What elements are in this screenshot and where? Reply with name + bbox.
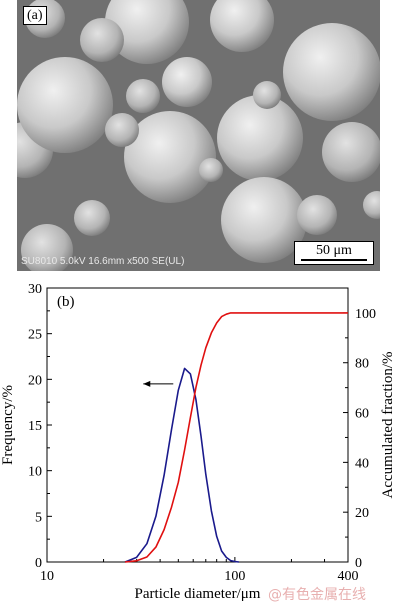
panel-a-label: (a) (23, 6, 47, 25)
x-tick-label: 10 (40, 569, 54, 584)
right-tick-label: 40 (355, 456, 369, 471)
powder-particles (17, 0, 380, 271)
scale-bar: 50 μm (294, 241, 374, 265)
arrow-group (143, 380, 174, 387)
frequency-line (124, 367, 239, 563)
x-tick-label: 100 (224, 569, 245, 584)
right-tick-label: 80 (355, 357, 369, 372)
x-tick-label: 400 (338, 569, 359, 584)
sem-image-panel: (a) SU8010 5.0kV 16.6mm x500 SE(UL) 50 μ… (17, 0, 380, 271)
watermark: @有色金属在线 (268, 587, 366, 603)
right-tick-label: 100 (355, 307, 376, 322)
sem-info-bar: SU8010 5.0kV 16.6mm x500 SE(UL) (21, 256, 185, 267)
left-tick-label: 0 (35, 556, 42, 571)
right-y-axis-label: Accumulated fraction/% (380, 351, 396, 498)
left-tick-label: 10 (28, 465, 42, 480)
right-axis-ticks: 0 20 40 60 80 100 (343, 307, 376, 571)
plot-frame (46, 287, 349, 563)
series-group (124, 312, 348, 563)
left-tick-label: 20 (28, 373, 42, 388)
left-tick-label: 5 (35, 510, 42, 525)
left-tick-label: 30 (28, 282, 42, 297)
x-axis-label: Particle diameter/μm (135, 586, 261, 602)
accumulated-fraction-line (124, 312, 348, 563)
chart-svg: 0 5 10 15 20 25 30 0 20 40 60 80 100 10 100 400 (b) P… (0, 282, 396, 602)
left-tick-label: 25 (28, 328, 42, 343)
panel-b-label: (b) (57, 294, 75, 310)
left-axis-ticks: 0 5 10 15 20 25 30 (28, 282, 52, 571)
right-tick-label: 20 (355, 506, 369, 521)
arrow-left-head (143, 380, 151, 387)
scale-bar-label: 50 μm (316, 243, 352, 258)
right-tick-label: 0 (355, 556, 362, 571)
left-y-axis-label: Frequency/% (0, 385, 16, 465)
left-tick-label: 15 (28, 419, 42, 434)
sem-micrograph (17, 0, 380, 271)
x-axis-ticks: 10 100 400 (40, 557, 359, 584)
right-tick-label: 60 (355, 407, 369, 422)
size-distribution-chart: 0 5 10 15 20 25 30 0 20 40 60 80 100 10 100 400 (b) P… (0, 272, 400, 607)
scale-bar-line (301, 259, 367, 261)
